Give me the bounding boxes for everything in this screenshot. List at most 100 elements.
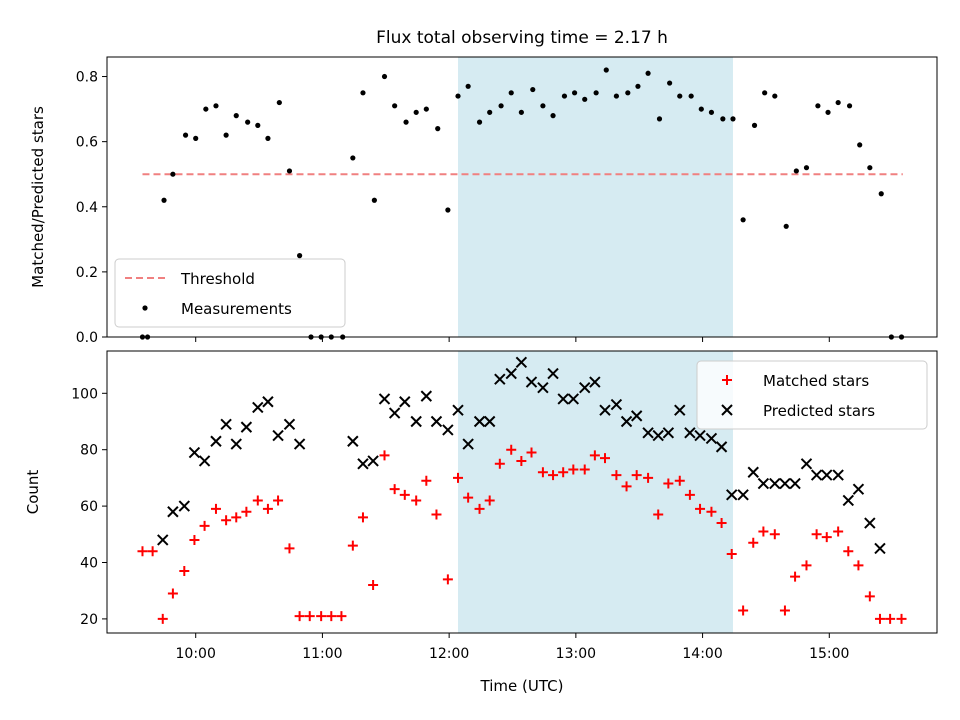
predicted-star-point <box>705 432 718 445</box>
y-tick-label: 0.8 <box>76 70 98 86</box>
measurement-point <box>360 90 366 96</box>
measurement-point <box>530 86 536 93</box>
predicted-star-point <box>547 367 559 380</box>
measurement-point <box>846 103 853 109</box>
legend-label: Predicted stars <box>763 402 875 420</box>
y-axis-label: Matched/Predicted stars <box>29 106 47 288</box>
matched-star-point <box>621 481 632 492</box>
predicted-star-point <box>399 396 411 408</box>
x-tick-label: 12:00 <box>429 646 469 662</box>
predicted-star-point <box>579 381 591 394</box>
matched-star-point <box>399 489 410 500</box>
measurement-point <box>413 109 419 115</box>
measurement-point <box>667 80 673 86</box>
measurement-point <box>403 119 409 125</box>
measurement-point <box>593 90 599 96</box>
matched-star-point <box>579 464 590 475</box>
predicted-star-point <box>684 427 696 439</box>
measurement-point <box>698 106 704 112</box>
matched-star-point <box>474 503 485 514</box>
measurement-point <box>487 109 493 115</box>
bottom-panel: 20 40 60 80 100 10:00 11:00 12:00 13:00 14:00 15:0… <box>24 350 938 662</box>
matched-star-point <box>706 506 717 517</box>
legend-label: Matched stars <box>763 372 869 390</box>
matched-star-point <box>368 580 379 591</box>
measurement-point <box>635 83 641 89</box>
predicted-star-point <box>599 404 611 416</box>
measurement-point <box>223 132 229 138</box>
predicted-star-point <box>210 435 222 447</box>
matched-star-point <box>252 495 263 506</box>
matched-star-point <box>653 509 664 520</box>
matched-star-point <box>273 495 284 506</box>
measurement-point <box>751 122 758 128</box>
predicted-star-point <box>494 373 506 385</box>
legend-swatch <box>722 375 732 385</box>
observing-window-band <box>458 351 733 633</box>
y-tick-label: 0.0 <box>76 330 98 346</box>
matched-star-point <box>779 605 790 616</box>
predicted-star-point <box>737 489 749 501</box>
measurement-point <box>350 155 356 161</box>
predicted-star-point <box>789 477 801 490</box>
matched-star-point <box>769 529 780 540</box>
matched-star-point <box>853 560 864 571</box>
legend-box <box>114 258 346 328</box>
measurement-point <box>297 253 303 259</box>
predicted-star-point <box>240 421 253 433</box>
matched-star-point <box>674 475 685 486</box>
measurement-point <box>772 93 778 99</box>
matched-star-point <box>189 534 200 545</box>
matched-star-point <box>748 537 759 548</box>
measurement-point <box>245 119 251 125</box>
matched-star-point <box>221 515 232 526</box>
axes-frame <box>106 350 938 634</box>
measurement-point <box>803 165 810 171</box>
predicted-star-point <box>842 494 855 507</box>
matched-star-point <box>484 495 495 506</box>
measurement-point <box>276 99 282 106</box>
predicted-star-point <box>630 410 643 422</box>
legend: Matched stars Predicted stars <box>696 360 928 430</box>
measurement-point <box>498 103 504 109</box>
matched-star-point <box>516 455 527 466</box>
predicted-star-point <box>357 458 369 470</box>
predicted-star-point <box>505 367 517 380</box>
measurement-point <box>720 116 726 122</box>
measurement-point <box>381 73 388 80</box>
matched-star-point <box>357 512 368 523</box>
matched-star-point <box>231 512 242 523</box>
predicted-star-point <box>620 415 633 428</box>
predicted-star-point <box>410 415 422 428</box>
predicted-star-point <box>642 427 654 439</box>
measurement-point <box>371 197 377 203</box>
measurement-point <box>677 93 683 99</box>
predicted-star-point <box>726 489 738 501</box>
y-tick-label: 40 <box>80 556 98 572</box>
x-tick-label: 14:00 <box>682 646 722 662</box>
predicted-star-point <box>293 438 306 450</box>
matched-star-point <box>442 574 453 585</box>
predicted-star-point <box>420 390 433 402</box>
matched-star-point <box>199 520 210 531</box>
matched-star-point <box>389 484 400 495</box>
predicted-star-point <box>525 376 538 388</box>
y-tick-label: 0.4 <box>76 200 98 216</box>
predicted-star-point <box>430 415 443 428</box>
matched-star-point <box>631 470 642 481</box>
matched-star-point <box>336 611 347 622</box>
matched-star-point <box>758 526 769 537</box>
top-panel: 0.0 0.2 0.4 0.6 0.8 Matched/Predicted stars Th… <box>29 56 938 346</box>
matched-star-point <box>241 506 252 517</box>
predicted-star-point <box>462 438 474 450</box>
matched-star-point <box>167 588 178 599</box>
predicted-star-point <box>821 469 833 481</box>
measurement-point <box>825 109 831 115</box>
predicted-star-point <box>442 424 454 436</box>
measurement-point <box>625 90 631 96</box>
matched-star-point <box>262 503 273 514</box>
axes-frame <box>106 56 938 338</box>
matched-star-point <box>663 478 674 489</box>
measurement-point <box>445 207 451 213</box>
matched-star-point <box>589 450 600 461</box>
